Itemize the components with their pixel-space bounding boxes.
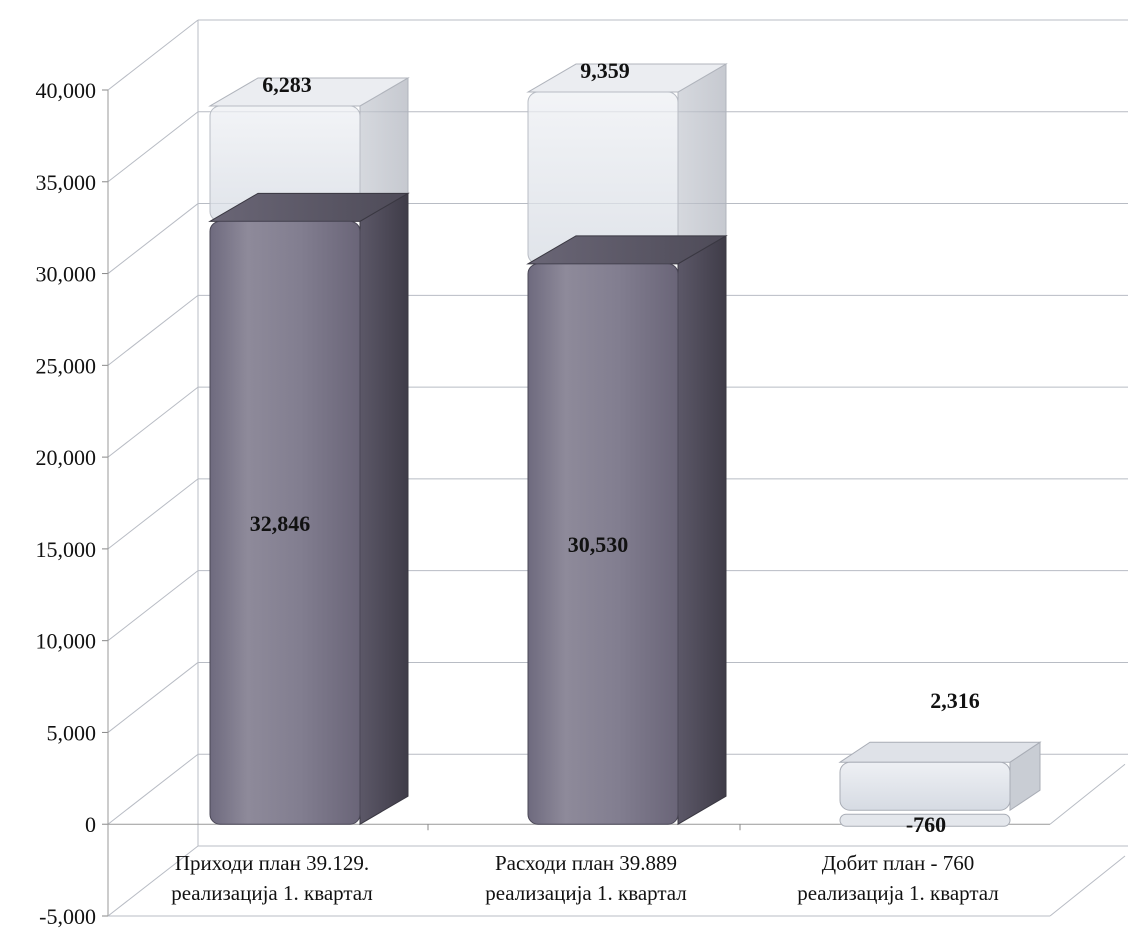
x-category-label: реализација 1. квартал bbox=[797, 881, 999, 905]
data-label-realization: 30,530 bbox=[568, 532, 629, 557]
gridline-diagonal bbox=[107, 203, 199, 274]
gridline-diagonal bbox=[107, 19, 199, 91]
bar-realization-2-front bbox=[527, 263, 679, 825]
gridline-diagonal bbox=[107, 478, 199, 550]
bottom-edge-diagonal bbox=[1049, 855, 1126, 917]
bar-realization-1 bbox=[208, 192, 410, 826]
gridline-diagonal bbox=[107, 753, 199, 825]
y-tick-label: 35,000 bbox=[36, 170, 97, 195]
bar-realization-2 bbox=[526, 234, 728, 826]
bars bbox=[208, 63, 1042, 827]
gridline-diagonal bbox=[107, 570, 199, 642]
x-category-label: реализација 1. квартал bbox=[485, 881, 687, 905]
data-labels: 32,846 6,283 30,530 9,359 2,316 -760 bbox=[250, 58, 980, 837]
x-category-label: реализација 1. квартал bbox=[171, 881, 373, 905]
bar-plan-remainder-2 bbox=[526, 63, 728, 265]
bar-plan-remainder-3 bbox=[838, 741, 1042, 812]
x-category-label: Расходи план 39.889 bbox=[495, 851, 677, 875]
y-tick-label: 30,000 bbox=[36, 262, 97, 287]
gridline-diagonal bbox=[107, 845, 199, 917]
data-label-realization: -760 bbox=[906, 812, 946, 837]
x-category-label: Добит план - 760 bbox=[822, 851, 974, 875]
x-axis: Приходи план 39.129. реализација 1. кварт… bbox=[171, 851, 999, 905]
y-tick-label: 20,000 bbox=[36, 445, 97, 470]
x-category-label: Приходи план 39.129. bbox=[175, 851, 369, 875]
bar-plan-remainder-3-top bbox=[838, 741, 1042, 763]
bar-realization-1-side bbox=[359, 192, 409, 826]
bar-plan-remainder-1 bbox=[208, 77, 410, 223]
data-label-plan-remainder: 2,316 bbox=[930, 688, 980, 713]
y-tick-label: 5,000 bbox=[47, 720, 97, 745]
bar-plan-remainder-3-front bbox=[839, 761, 1011, 811]
bar-realization-2-side bbox=[677, 234, 727, 826]
y-tick-label: -5,000 bbox=[39, 904, 96, 929]
y-tick-label: 0 bbox=[85, 812, 96, 837]
y-tick-label: 15,000 bbox=[36, 537, 97, 562]
y-tick-label: 10,000 bbox=[36, 629, 97, 654]
gridline-diagonal bbox=[107, 386, 199, 458]
y-tick-label: 25,000 bbox=[36, 353, 97, 378]
gridline-diagonal bbox=[107, 294, 199, 366]
bar-plan-remainder-2-side bbox=[677, 63, 727, 265]
gridline-diagonal bbox=[107, 111, 199, 183]
data-label-plan-remainder: 6,283 bbox=[262, 72, 312, 97]
bar-realization-3 bbox=[839, 813, 1011, 827]
floor-edge bbox=[1049, 763, 1126, 825]
data-label-plan-remainder: 9,359 bbox=[580, 58, 630, 83]
y-tick-label: 40,000 bbox=[36, 78, 97, 103]
bar-realization-3-front bbox=[839, 813, 1011, 827]
data-label-realization: 32,846 bbox=[250, 511, 311, 536]
gridline-diagonal bbox=[107, 662, 199, 733]
bar-realization-1-front bbox=[209, 220, 361, 825]
